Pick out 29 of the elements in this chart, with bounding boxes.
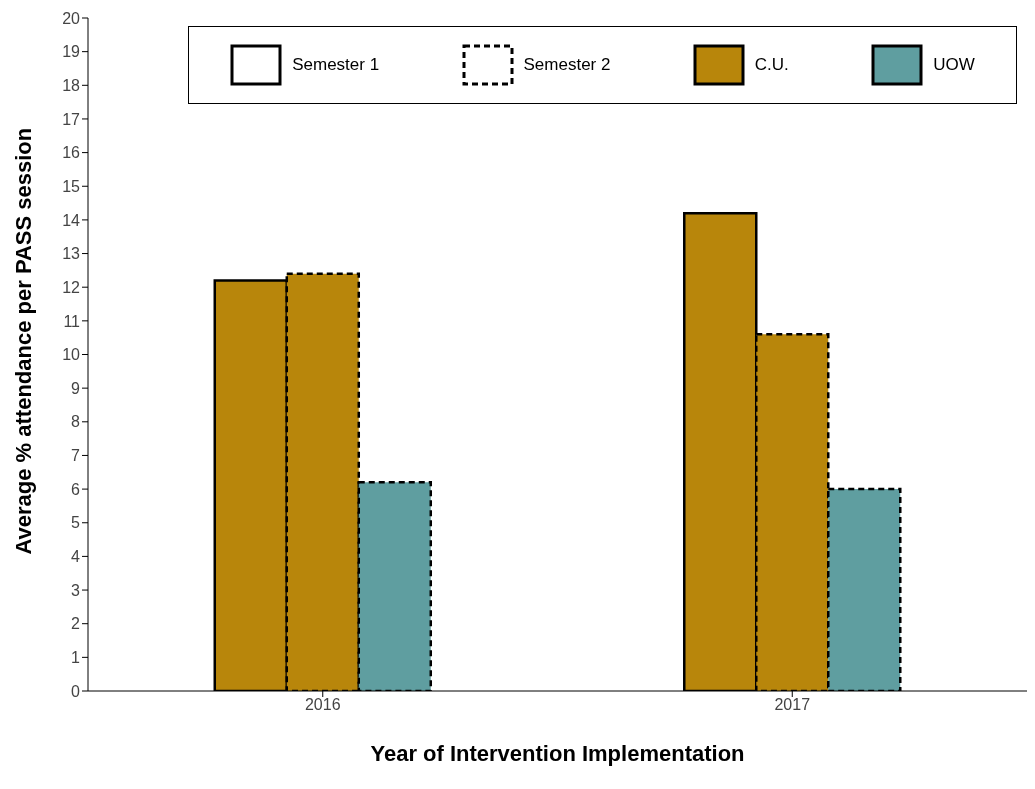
y-tick-label: 18 [62, 76, 81, 94]
y-tick-label: 4 [71, 548, 81, 566]
y-tick-label: 9 [71, 379, 81, 397]
y-tick-label: 10 [62, 346, 81, 364]
y-tick-label: 2 [71, 615, 81, 633]
y-tick-label: 12 [62, 278, 81, 296]
x-tick-label: 2016 [304, 696, 341, 714]
y-tick-label: 17 [62, 110, 81, 128]
x-axis-title: Year of Intervention Implementation [370, 741, 745, 766]
y-tick-label: 13 [62, 245, 81, 263]
y-tick-label: 1 [71, 649, 81, 667]
legend-label: C.U. [754, 55, 789, 75]
y-tick-label: 5 [71, 514, 81, 532]
annotation: Semester 1 [292, 55, 380, 75]
y-tick-label: 19 [62, 43, 81, 61]
y-tick-label: 8 [71, 413, 81, 431]
y-tick-label: 20 [62, 9, 81, 27]
legend-label: UOW [933, 55, 975, 75]
y-tick-label: 7 [71, 447, 81, 465]
y-tick-label: 11 [63, 312, 81, 330]
y-tick-label: 16 [62, 144, 81, 162]
x-tick-label: 2017 [774, 696, 811, 714]
annotation: Semester 2 [523, 55, 611, 75]
y-tick-label: 3 [71, 581, 81, 599]
y-tick-label: 0 [71, 682, 81, 700]
y-axis-title: Average % attendance per PASS session [10, 127, 36, 555]
y-tick-label: 14 [62, 211, 81, 229]
y-tick-label: 15 [62, 177, 81, 195]
y-tick-label: 6 [71, 480, 81, 498]
